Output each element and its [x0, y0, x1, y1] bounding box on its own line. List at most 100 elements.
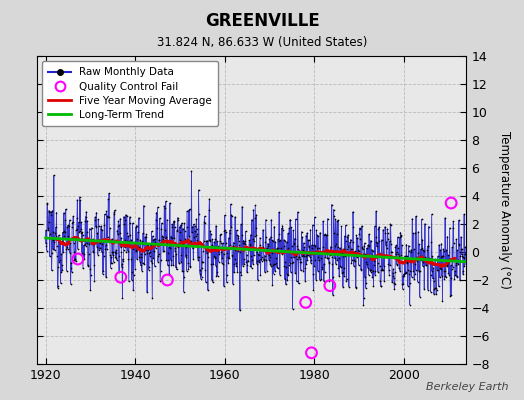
Point	[358, 245, 367, 252]
Point	[454, 241, 463, 248]
Point	[133, 222, 141, 229]
Point	[358, 223, 366, 229]
Point	[132, 248, 140, 254]
Point	[147, 242, 155, 248]
Point	[77, 230, 85, 236]
Point	[385, 272, 394, 278]
Point	[279, 248, 288, 254]
Point	[420, 286, 429, 292]
Point	[187, 240, 195, 246]
Point	[374, 269, 382, 275]
Point	[275, 231, 283, 238]
Point	[217, 240, 225, 246]
Point	[387, 222, 395, 228]
Point	[241, 240, 249, 247]
Point	[373, 243, 381, 250]
Point	[129, 246, 137, 252]
Point	[280, 236, 288, 243]
Point	[308, 242, 316, 248]
Point	[258, 244, 267, 251]
Point	[142, 231, 150, 238]
Point	[401, 269, 410, 276]
Point	[181, 236, 189, 242]
Point	[325, 260, 333, 266]
Point	[302, 260, 311, 267]
Point	[301, 278, 310, 284]
Point	[244, 247, 253, 253]
Point	[452, 236, 461, 242]
Point	[111, 249, 119, 256]
Point	[318, 248, 326, 254]
Point	[191, 233, 200, 239]
Point	[406, 268, 414, 274]
Point	[312, 276, 320, 283]
Point	[453, 247, 462, 253]
Point	[170, 218, 179, 224]
Point	[49, 246, 57, 252]
Point	[237, 232, 246, 238]
Point	[462, 261, 470, 267]
Point	[233, 232, 241, 238]
Point	[215, 251, 224, 258]
Point	[370, 258, 378, 264]
Point	[118, 256, 127, 262]
Point	[297, 258, 305, 265]
Point	[275, 209, 283, 215]
Point	[341, 233, 349, 239]
Point	[280, 263, 289, 270]
Point	[300, 240, 308, 246]
Point	[172, 264, 180, 271]
Point	[43, 200, 52, 206]
Point	[314, 268, 322, 274]
Point	[376, 262, 384, 269]
Point	[403, 260, 411, 266]
Point	[319, 232, 328, 238]
Point	[364, 242, 373, 248]
Point	[93, 244, 101, 250]
Point	[431, 256, 439, 262]
Point	[145, 250, 154, 256]
Point	[294, 254, 303, 260]
Point	[340, 246, 348, 252]
Point	[359, 294, 368, 301]
Point	[135, 254, 144, 260]
Point	[81, 214, 90, 220]
Point	[218, 245, 226, 252]
Point	[240, 261, 248, 267]
Point	[397, 233, 405, 239]
Point	[353, 254, 361, 260]
Point	[271, 239, 280, 245]
Point	[342, 278, 351, 284]
Point	[424, 243, 432, 249]
Point	[301, 265, 309, 271]
Point	[219, 261, 227, 267]
Point	[353, 235, 361, 241]
Point	[119, 246, 128, 253]
Point	[359, 251, 367, 257]
Point	[368, 274, 377, 281]
Point	[428, 253, 436, 260]
Point	[235, 268, 244, 275]
Point	[453, 274, 461, 280]
Point	[406, 301, 414, 308]
Point	[264, 243, 272, 249]
Point	[381, 230, 390, 236]
Point	[74, 256, 82, 262]
Point	[137, 262, 145, 269]
Point	[83, 229, 91, 236]
Point	[220, 228, 228, 234]
Point	[321, 231, 329, 237]
Point	[325, 278, 334, 284]
Point	[346, 239, 354, 246]
Point	[311, 257, 319, 264]
Point	[168, 235, 176, 242]
Point	[96, 240, 105, 246]
Point	[189, 241, 197, 248]
Point	[451, 272, 460, 278]
Point	[179, 226, 187, 232]
Point	[278, 225, 286, 232]
Point	[53, 285, 62, 291]
Point	[234, 248, 242, 254]
Point	[113, 228, 122, 234]
Point	[266, 260, 275, 267]
